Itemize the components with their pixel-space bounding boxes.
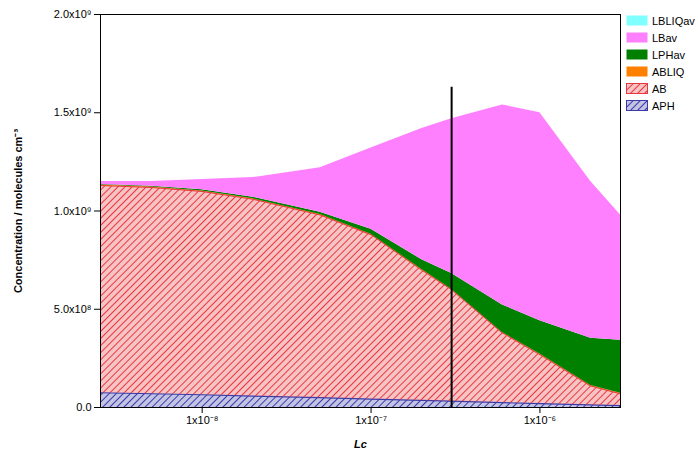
svg-text:0.0: 0.0 — [76, 401, 91, 413]
svg-text:5.0x10⁸: 5.0x10⁸ — [54, 303, 92, 315]
html-text:LBLIQav: LBLIQav — [652, 14, 695, 27]
html-text:AB: AB — [652, 82, 667, 95]
svg-text:Concentration / molecules cm⁻³: Concentration / molecules cm⁻³ — [12, 129, 24, 293]
svg-text:1x10⁻⁶: 1x10⁻⁶ — [524, 414, 556, 426]
html-text:APH: APH — [652, 99, 675, 112]
svg-text:1x10⁻⁷: 1x10⁻⁷ — [355, 414, 387, 426]
html-text:LBav: LBav — [652, 31, 678, 44]
svg-text:Lc: Lc — [354, 438, 367, 450]
svg-text:1.5x10⁹: 1.5x10⁹ — [54, 106, 92, 118]
html-text:ABLIQ: ABLIQ — [652, 65, 685, 78]
svg-text:1x10⁻⁸: 1x10⁻⁸ — [186, 414, 219, 426]
html-text:LPHav: LPHav — [652, 48, 685, 61]
svg-text:2.0x10⁹: 2.0x10⁹ — [54, 8, 92, 20]
svg-text:1.0x10⁹: 1.0x10⁹ — [54, 205, 92, 217]
